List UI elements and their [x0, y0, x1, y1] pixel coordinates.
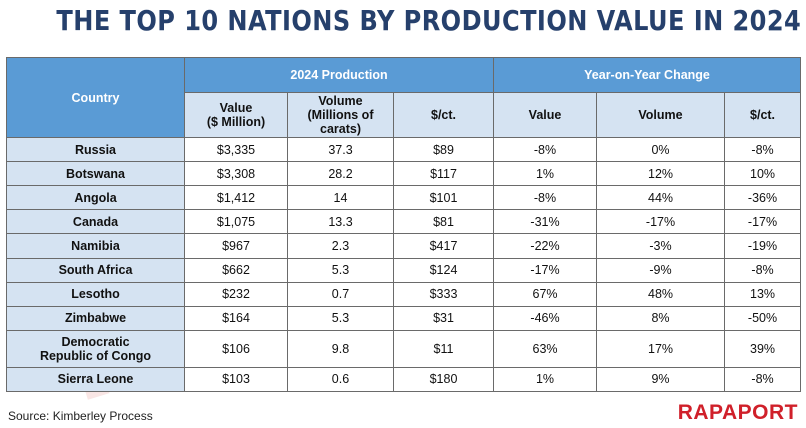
- page-title: THE TOP 10 NATIONS BY PRODUCTION VALUE I…: [56, 4, 802, 37]
- table-row: Sierra Leone $103 0.6 $180 1% 9% -8%: [6, 366, 802, 393]
- cell-country: Namibia: [6, 233, 185, 259]
- cell-yoy-volume: 9%: [596, 366, 726, 393]
- cell-yoy-volume: -17%: [596, 209, 726, 235]
- cell-per-ct: $31: [392, 305, 495, 331]
- cell-yoy-volume: 12%: [596, 161, 726, 187]
- cell-country: Botswana: [6, 161, 185, 187]
- cell-value: $164: [184, 305, 288, 331]
- cell-volume: 0.6: [287, 366, 394, 393]
- cell-per-ct: $180: [392, 366, 495, 393]
- cell-yoy-per-ct: -50%: [724, 305, 802, 331]
- cell-per-ct: $101: [392, 185, 495, 211]
- cell-yoy-volume: -9%: [596, 257, 726, 283]
- cell-yoy-value: 63%: [493, 329, 598, 368]
- cell-yoy-per-ct: -8%: [724, 136, 802, 163]
- yoy-per-carat-header: $/ct.: [724, 92, 802, 138]
- table-row: Zimbabwe $164 5.3 $31 -46% 8% -50%: [6, 305, 802, 331]
- cell-country: Sierra Leone: [6, 366, 185, 393]
- cell-per-ct: $333: [392, 281, 495, 307]
- yoy-value-header: Value: [493, 92, 598, 138]
- cell-per-ct: $117: [392, 161, 495, 187]
- cell-country: Russia: [6, 136, 185, 163]
- cell-per-ct: $11: [392, 329, 495, 368]
- table-row: Democratic Republic of Congo $106 9.8 $11 63…: [6, 329, 802, 368]
- cell-yoy-value: 1%: [493, 161, 598, 187]
- cell-yoy-per-ct: 39%: [724, 329, 802, 368]
- cell-per-ct: $417: [392, 233, 495, 259]
- cell-yoy-volume: 8%: [596, 305, 726, 331]
- cell-value: $3,335: [184, 136, 288, 163]
- change-group-header: Year-on-Year Change: [493, 57, 802, 93]
- cell-volume: 14: [287, 185, 394, 211]
- cell-volume: 28.2: [287, 161, 394, 187]
- cell-yoy-value: -8%: [493, 185, 598, 211]
- cell-country: Zimbabwe: [6, 305, 185, 331]
- source-note: Source: Kimberley Process: [8, 409, 153, 423]
- cell-yoy-per-ct: 10%: [724, 161, 802, 187]
- table-row: Botswana $3,308 28.2 $117 1% 12% 10%: [6, 161, 802, 187]
- cell-volume: 5.3: [287, 257, 394, 283]
- cell-yoy-value: -8%: [493, 136, 598, 163]
- cell-volume: 0.7: [287, 281, 394, 307]
- cell-value: $103: [184, 366, 288, 393]
- cell-volume: 37.3: [287, 136, 394, 163]
- cell-yoy-volume: 48%: [596, 281, 726, 307]
- table-row: Russia $3,335 37.3 $89 -8% 0% -8%: [6, 136, 802, 163]
- cell-yoy-volume: -3%: [596, 233, 726, 259]
- cell-value: $1,412: [184, 185, 288, 211]
- cell-value: $3,308: [184, 161, 288, 187]
- yoy-volume-header: Volume: [596, 92, 726, 138]
- cell-value: $232: [184, 281, 288, 307]
- cell-yoy-per-ct: -36%: [724, 185, 802, 211]
- cell-yoy-per-ct: -8%: [724, 257, 802, 283]
- cell-yoy-value: 1%: [493, 366, 598, 393]
- cell-yoy-volume: 17%: [596, 329, 726, 368]
- table-row: Canada $1,075 13.3 $81 -31% -17% -17%: [6, 209, 802, 235]
- cell-value: $1,075: [184, 209, 288, 235]
- rapaport-logo: RAPAPORT: [677, 401, 798, 424]
- cell-value: $106: [184, 329, 288, 368]
- table-row: Lesotho $232 0.7 $333 67% 48% 13%: [6, 281, 802, 307]
- cell-country: South Africa: [6, 257, 185, 283]
- cell-per-ct: $124: [392, 257, 495, 283]
- cell-yoy-volume: 0%: [596, 136, 726, 163]
- cell-yoy-value: -46%: [493, 305, 598, 331]
- cell-value: $662: [184, 257, 288, 283]
- cell-yoy-value: 67%: [493, 281, 598, 307]
- cell-value: $967: [184, 233, 288, 259]
- production-group-header: 2024 Production: [183, 57, 495, 93]
- cell-yoy-per-ct: -8%: [724, 366, 802, 393]
- cell-yoy-per-ct: -19%: [724, 233, 802, 259]
- per-carat-header: $/ct.: [392, 92, 495, 138]
- cell-volume: 13.3: [287, 209, 394, 235]
- production-table: Country 2024 Production Year-on-Year Cha…: [6, 57, 802, 393]
- cell-country: Democratic Republic of Congo: [6, 329, 185, 368]
- cell-yoy-value: -17%: [493, 257, 598, 283]
- cell-yoy-value: -22%: [493, 233, 598, 259]
- cell-volume: 2.3: [287, 233, 394, 259]
- cell-yoy-volume: 44%: [596, 185, 726, 211]
- value-header: Value ($ Million): [184, 92, 288, 138]
- cell-per-ct: $81: [392, 209, 495, 235]
- cell-country: Lesotho: [6, 281, 185, 307]
- cell-yoy-per-ct: -17%: [724, 209, 802, 235]
- cell-yoy-value: -31%: [493, 209, 598, 235]
- cell-per-ct: $89: [392, 136, 495, 163]
- table-row: Angola $1,412 14 $101 -8% 44% -36%: [6, 185, 802, 211]
- table-row: Namibia $967 2.3 $417 -22% -3% -19%: [6, 233, 802, 259]
- volume-header: Volume (Millions of carats): [287, 92, 394, 138]
- cell-country: Canada: [6, 209, 185, 235]
- cell-volume: 5.3: [287, 305, 394, 331]
- cell-country: Angola: [6, 185, 185, 211]
- cell-volume: 9.8: [287, 329, 394, 368]
- cell-yoy-per-ct: 13%: [724, 281, 802, 307]
- table-row: South Africa $662 5.3 $124 -17% -9% -8%: [6, 257, 802, 283]
- country-header: Country: [6, 57, 185, 138]
